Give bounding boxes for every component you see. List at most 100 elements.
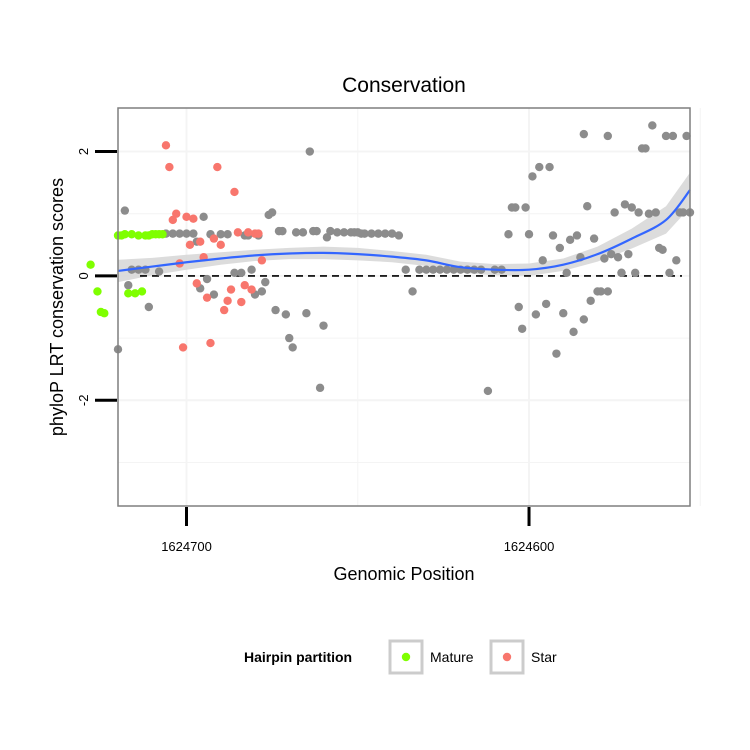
point-other	[267, 208, 277, 217]
point-other	[562, 268, 571, 277]
point-other	[617, 268, 626, 277]
point-other	[651, 208, 660, 217]
point-other	[428, 265, 438, 274]
point-star	[196, 237, 205, 246]
point-star	[202, 293, 212, 302]
point-other	[380, 229, 390, 238]
point-other	[326, 226, 335, 236]
point-mature	[100, 309, 109, 318]
point-other	[298, 228, 308, 237]
point-other	[538, 256, 547, 265]
point-other	[583, 202, 592, 211]
smooth-fit-line	[117, 189, 691, 273]
point-other	[555, 243, 565, 253]
point-star	[182, 212, 191, 222]
point-other	[552, 349, 561, 358]
legend-key-star: Star	[489, 639, 557, 675]
point-other	[565, 235, 575, 245]
point-star	[257, 256, 267, 265]
point-star	[240, 281, 249, 290]
point-star	[168, 215, 178, 225]
point-other	[408, 287, 417, 296]
point-other	[182, 229, 191, 238]
panel-background	[118, 108, 690, 506]
point-other	[315, 383, 325, 393]
point-other	[322, 233, 332, 242]
point-other	[545, 162, 554, 172]
point-other	[483, 386, 493, 396]
plot-area	[86, 107, 701, 507]
point-other	[586, 296, 595, 305]
point-other	[230, 268, 239, 277]
point-other	[435, 265, 445, 274]
legend-swatch-mature	[401, 652, 411, 662]
point-star	[185, 240, 195, 250]
point-star	[192, 279, 201, 288]
point-other	[291, 228, 301, 237]
legend-label-mature: Mature	[430, 649, 474, 665]
point-other	[644, 209, 654, 218]
point-other	[531, 310, 541, 319]
point-other	[528, 172, 537, 181]
point-other	[641, 144, 650, 153]
data-points	[86, 121, 695, 396]
point-other	[237, 268, 246, 277]
point-star	[237, 297, 246, 307]
point-other	[257, 287, 267, 296]
point-other	[120, 206, 130, 215]
point-other	[521, 203, 530, 212]
point-other	[367, 229, 376, 238]
point-other	[278, 226, 287, 236]
point-other	[216, 230, 225, 239]
y-tick-label: 0	[76, 272, 91, 279]
point-other	[661, 131, 671, 141]
point-other	[569, 327, 578, 337]
point-other	[144, 302, 154, 312]
point-star	[254, 229, 263, 238]
point-other	[168, 229, 178, 238]
point-other	[202, 274, 212, 284]
chart-title: Conservation	[342, 74, 466, 97]
point-other	[387, 229, 397, 238]
x-axis-title: Genomic Position	[333, 564, 474, 584]
point-other	[607, 249, 616, 259]
point-other	[333, 228, 342, 237]
legend-key-mature: Mature	[388, 639, 474, 675]
point-other	[209, 290, 219, 299]
point-star	[172, 209, 181, 218]
point-star	[230, 187, 239, 197]
point-other	[620, 200, 630, 209]
point-star	[209, 234, 219, 243]
point-star	[223, 296, 232, 305]
point-other	[305, 147, 315, 156]
point-other	[154, 267, 164, 276]
point-star	[226, 285, 236, 294]
point-star	[233, 228, 243, 237]
point-other	[672, 256, 681, 265]
point-other	[288, 343, 297, 352]
point-other	[504, 230, 513, 239]
legend-title: Hairpin partition	[244, 649, 352, 665]
point-other	[124, 281, 133, 290]
legend-label-star: Star	[531, 649, 557, 665]
point-other	[261, 277, 270, 287]
panel-border	[117, 107, 691, 507]
point-other	[442, 265, 452, 274]
point-mature	[130, 289, 140, 298]
point-other	[665, 268, 674, 277]
point-other	[401, 265, 410, 274]
point-other	[648, 121, 657, 130]
x-tick-label: 1624700	[161, 539, 212, 554]
point-star	[216, 240, 225, 250]
point-star	[206, 338, 215, 348]
point-mature	[86, 260, 95, 269]
point-other	[511, 203, 520, 212]
point-other	[634, 208, 643, 217]
point-other	[559, 309, 568, 318]
point-other	[572, 231, 582, 240]
point-other	[517, 324, 527, 333]
point-other	[613, 253, 623, 262]
point-other	[678, 208, 688, 217]
y-tick-label: -2	[76, 395, 91, 407]
point-mature	[137, 287, 147, 296]
